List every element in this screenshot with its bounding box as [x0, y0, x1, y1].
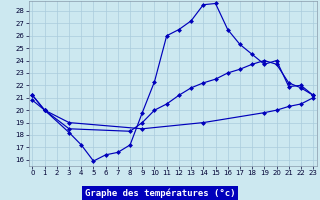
Text: Graphe des températures (°c): Graphe des températures (°c) — [85, 188, 235, 198]
